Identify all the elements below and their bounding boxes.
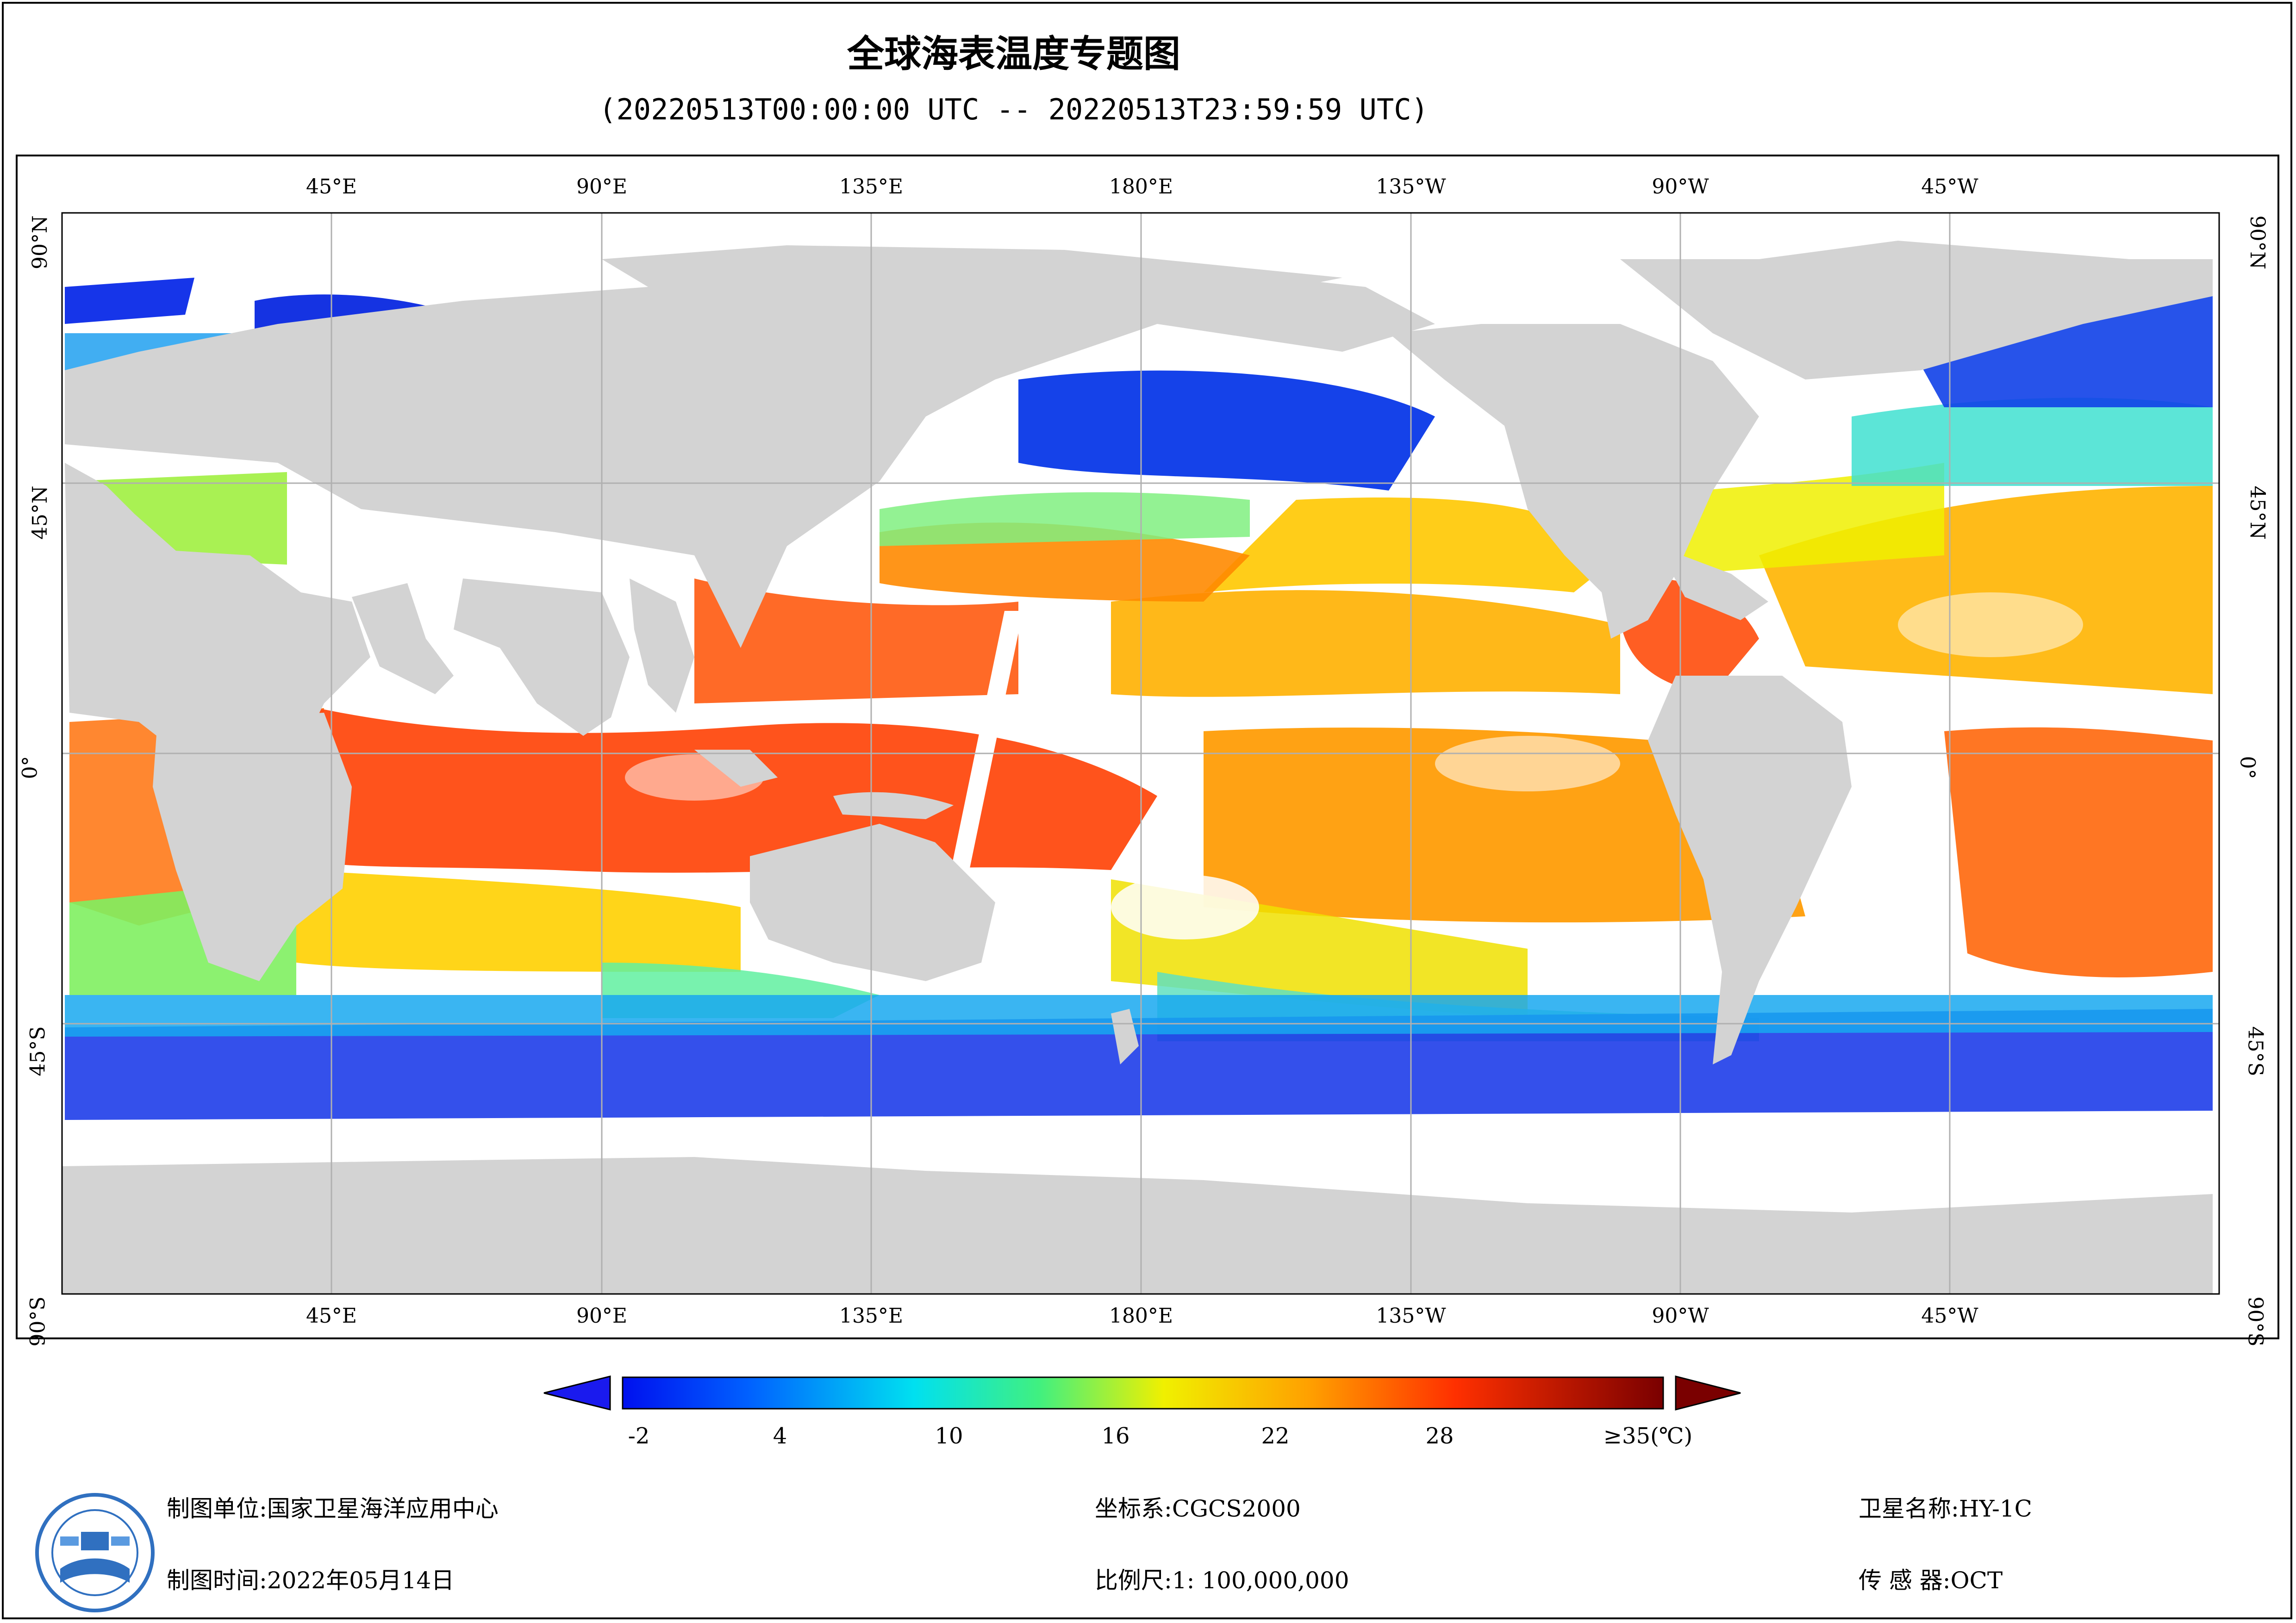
right-lat-label: 45°N <box>2245 485 2269 540</box>
producer-label: 制图单位: <box>167 1495 267 1522</box>
left-lat-label: 90°S <box>26 1296 50 1347</box>
producer-info: 制图单位:国家卫星海洋应用中心 <box>167 1490 499 1524</box>
top-tick-label: 180°E <box>1109 175 1173 199</box>
top-tick-label: 45°W <box>1921 175 1978 199</box>
scale-info: 比例尺:1: 100,000,000 <box>1095 1562 1349 1595</box>
scale-value: 1: 100,000,000 <box>1172 1567 1349 1594</box>
page-title: 全球海表温度专题图 <box>847 32 1180 75</box>
date-label: 制图时间: <box>167 1567 267 1594</box>
colorbar <box>543 1375 1741 1411</box>
right-lat-label: 0° <box>2235 756 2259 779</box>
scale-label: 比例尺: <box>1095 1567 1172 1594</box>
top-tick-label: 135°W <box>1376 175 1446 199</box>
left-lat-label: 90°N <box>28 215 52 270</box>
colorbar-low-extend <box>543 1375 611 1411</box>
satellite-value: HY-1C <box>1959 1495 2032 1522</box>
top-tick-label: 45°E <box>306 175 357 199</box>
left-lat-label: 45°S <box>26 1026 50 1076</box>
producer-value: 国家卫星海洋应用中心 <box>267 1495 499 1522</box>
sensor-info: 传 感 器:OCT <box>1859 1562 2003 1595</box>
satellite-info: 卫星名称:HY-1C <box>1859 1490 2032 1524</box>
right-lat-label: 90°N <box>2245 215 2269 270</box>
right-lat-label: 90°S <box>2243 1296 2267 1347</box>
sensor-label: 传 感 器: <box>1859 1567 1951 1594</box>
crs-value: CGCS2000 <box>1172 1495 1301 1522</box>
map-inner-border <box>61 212 2220 1295</box>
date-info: 制图时间:2022年05月14日 <box>167 1562 454 1595</box>
bottom-tick-label: 180°E <box>1109 1304 1173 1328</box>
colorbar-label: 28 <box>1425 1423 1454 1449</box>
bottom-tick-label: 135°E <box>839 1304 904 1328</box>
map-frame <box>16 155 2279 1339</box>
crs-info: 坐标系:CGCS2000 <box>1095 1490 1301 1524</box>
time-range-subtitle: (20220513T00:00:00 UTC -- 20220513T23:59… <box>599 93 1429 126</box>
crs-label: 坐标系: <box>1095 1495 1172 1522</box>
top-tick-label: 90°W <box>1652 175 1709 199</box>
colorbar-label: 16 <box>1101 1423 1130 1449</box>
colorbar-high-extend <box>1675 1375 1741 1411</box>
right-lat-label: 45°S <box>2243 1026 2267 1076</box>
left-lat-label: 0° <box>18 756 42 779</box>
land-layer <box>62 241 2213 1294</box>
colorbar-label: ≥35(℃) <box>1603 1423 1693 1449</box>
bottom-tick-label: 45°E <box>306 1304 357 1328</box>
colorbar-label: -2 <box>628 1423 650 1449</box>
bottom-tick-label: 135°W <box>1376 1304 1446 1328</box>
left-lat-label: 45°N <box>28 485 52 540</box>
bottom-tick-label: 90°E <box>576 1304 628 1328</box>
sensor-value: OCT <box>1950 1567 2003 1594</box>
bottom-tick-label: 90°W <box>1652 1304 1709 1328</box>
colorbar-label: 22 <box>1261 1423 1290 1449</box>
colorbar-label: 4 <box>773 1423 787 1449</box>
top-tick-label: 135°E <box>839 175 904 199</box>
bottom-tick-label: 45°W <box>1921 1304 1978 1328</box>
graticule <box>62 213 2219 1294</box>
top-tick-label: 90°E <box>576 175 628 199</box>
date-value: 2022年05月14日 <box>267 1567 455 1594</box>
colorbar-gradient <box>622 1376 1664 1410</box>
nsoas-logo-icon <box>35 1493 155 1612</box>
satellite-label: 卫星名称: <box>1859 1495 1959 1522</box>
colorbar-label: 10 <box>935 1423 963 1449</box>
